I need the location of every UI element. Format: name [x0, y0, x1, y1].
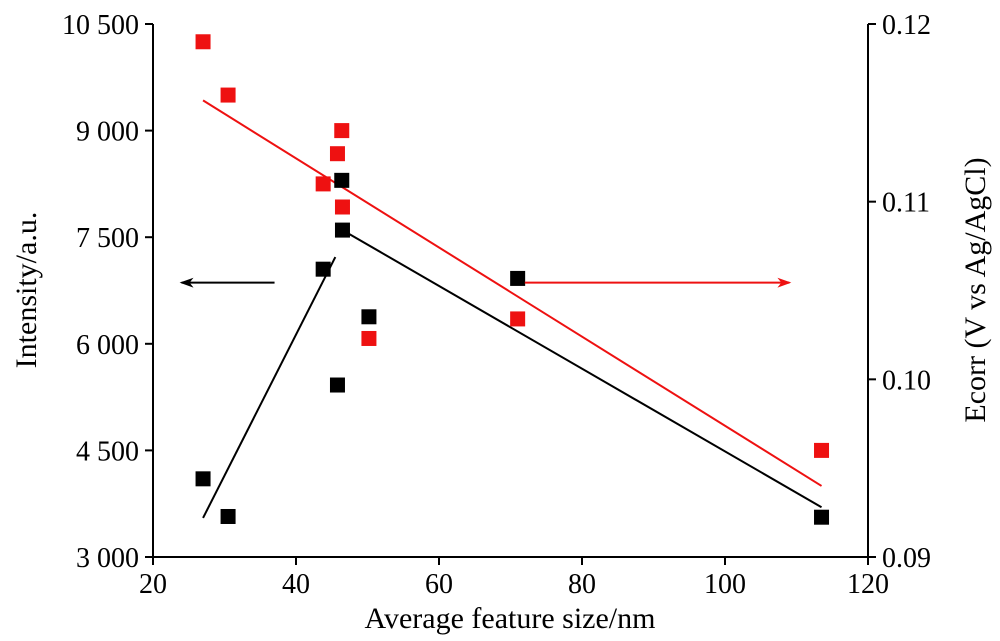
ecorr-point — [510, 311, 526, 327]
left-y-ticks: 3 000 4 500 6 000 7 500 9 000 10 500 — [62, 10, 153, 574]
intensity-point — [195, 471, 211, 487]
x-tick-label: 60 — [425, 569, 453, 600]
intensity-point — [814, 509, 830, 525]
x-tick-label: 20 — [139, 569, 167, 600]
left-y-tick-label: 6 000 — [76, 330, 139, 361]
intensity-point — [329, 377, 345, 393]
x-ticks: 20 40 60 80 100 120 — [139, 557, 889, 600]
right-y-axis-title: Ecorr (V vs Ag/AgCl) — [959, 157, 992, 422]
left-y-tick-label: 9 000 — [76, 117, 139, 148]
ecorr-point — [334, 123, 350, 139]
left-y-tick-label: 7 500 — [76, 223, 139, 254]
intensity-point — [220, 508, 236, 524]
ecorr-point — [814, 442, 830, 458]
ecorr-point — [334, 199, 350, 215]
x-tick-label: 80 — [568, 569, 596, 600]
left-y-tick-label: 10 500 — [62, 10, 139, 41]
right-y-tick-label: 0.12 — [882, 10, 931, 41]
ecorr-point — [195, 34, 211, 50]
ecorr-point — [329, 146, 345, 162]
data-points — [195, 34, 830, 525]
intensity-point — [334, 172, 350, 188]
fit-lines — [202, 99, 823, 519]
right-y-tick-label: 0.11 — [882, 188, 930, 219]
left-y-tick-label: 4 500 — [76, 436, 139, 467]
ecorr-point — [315, 176, 331, 192]
x-tick-label: 100 — [704, 569, 746, 600]
right-y-ticks: 0.09 0.10 0.11 0.12 — [868, 10, 931, 574]
intensity-point — [334, 222, 350, 238]
intensity-point — [315, 261, 331, 277]
x-tick-label: 120 — [847, 569, 889, 600]
intensity-point — [510, 270, 526, 286]
right-y-tick-label: 0.09 — [882, 543, 931, 574]
left-y-tick-label: 3 000 — [76, 543, 139, 574]
ecorr-fit-line — [202, 99, 823, 487]
intensity-point — [361, 309, 377, 325]
ecorr-point — [220, 87, 236, 103]
right-y-tick-label: 0.10 — [882, 365, 931, 396]
intensity-fit-line — [341, 229, 823, 509]
intensity-fit-line — [202, 256, 337, 519]
left-y-axis-title: Intensity/a.u. — [10, 212, 43, 369]
x-tick-label: 40 — [282, 569, 310, 600]
x-axis-title: Average feature size/nm — [365, 602, 656, 635]
ecorr-point — [361, 330, 377, 346]
